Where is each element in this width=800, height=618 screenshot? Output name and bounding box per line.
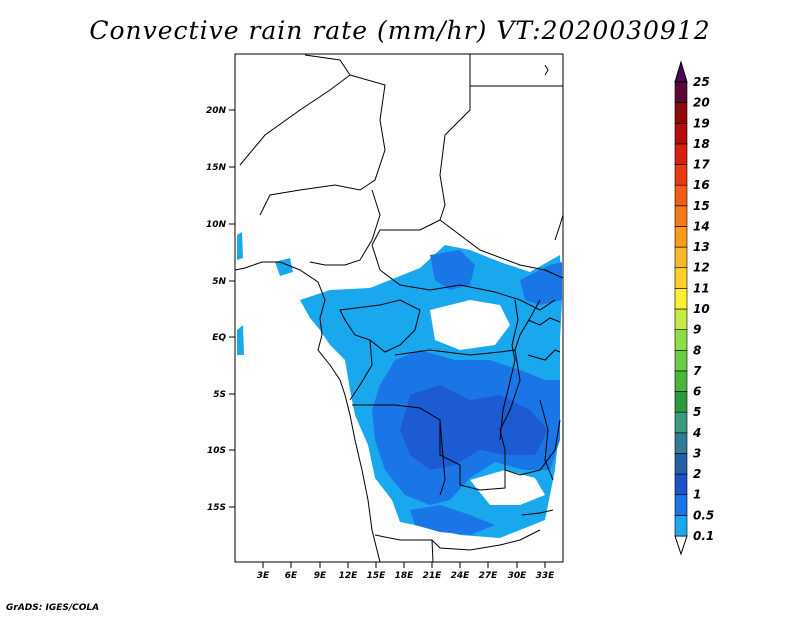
colorbar-label: 5 xyxy=(693,405,701,419)
colorbar-label: 10 xyxy=(693,302,710,316)
lon-label: 27E xyxy=(479,571,499,581)
lon-label: 33E xyxy=(536,571,556,581)
colorbar-label: 2 xyxy=(693,467,701,481)
lat-label: 5N xyxy=(212,277,226,287)
lat-label: 10N xyxy=(206,220,227,230)
colorbar-swatch xyxy=(674,391,688,413)
colorbar-label: 6 xyxy=(693,385,701,399)
country-borders xyxy=(234,54,564,563)
colorbar-swatch xyxy=(674,184,688,207)
colorbar-swatch xyxy=(674,494,688,516)
colorbar-label: 9 xyxy=(693,323,701,337)
map-title: Convective rain rate (mm/hr) VT:20200309… xyxy=(89,16,711,45)
colorbar-swatch xyxy=(674,515,688,537)
colorbar-swatch xyxy=(674,473,688,496)
colorbar-swatch xyxy=(674,164,688,186)
colorbar-label: 8 xyxy=(693,343,701,357)
colorbar-label: 11 xyxy=(693,281,710,295)
colorbar-label: 14 xyxy=(693,219,710,233)
colorbar-swatch xyxy=(674,432,688,454)
lon-label: 24E xyxy=(451,571,471,581)
colorbar-swatch xyxy=(674,411,688,434)
lon-label: 30E xyxy=(508,571,528,581)
longitude-axis: 3E 6E 9E 12E 15E 18E 21E 24E 27E 30E 33E xyxy=(257,562,555,581)
lon-label: 12E xyxy=(339,571,359,581)
credit-text: GrADS: IGES/COLA xyxy=(6,603,100,613)
latitude-axis: 20N 15N 10N 5N EQ 5S 10S 15S xyxy=(206,106,235,513)
lon-label: 3E xyxy=(257,571,270,581)
colorbar-swatch xyxy=(674,453,688,475)
colorbar-swatch xyxy=(674,122,688,145)
colorbar-swatch xyxy=(674,102,688,124)
lat-label: 5S xyxy=(213,390,226,400)
colorbar-label: 12 xyxy=(693,261,710,275)
colorbar-label: 18 xyxy=(693,137,710,151)
lat-label: 10S xyxy=(207,446,226,456)
lat-label: 20N xyxy=(206,106,227,116)
lat-label: EQ xyxy=(212,333,226,343)
lon-label: 9E xyxy=(314,571,327,581)
lat-label: 15N xyxy=(206,163,227,173)
colorbar-swatch xyxy=(674,267,688,289)
lon-label: 6E xyxy=(285,571,298,581)
colorbar-label: 3 xyxy=(693,446,701,460)
colorbar-swatch xyxy=(674,226,688,248)
colorbar-swatch xyxy=(674,288,688,310)
colorbar-label: 1 xyxy=(693,488,701,502)
colorbar-label: 17 xyxy=(693,158,710,172)
colorbar-low-triangle xyxy=(674,535,688,556)
colorbar-label: 20 xyxy=(693,96,710,110)
colorbar-label: 16 xyxy=(693,178,710,192)
colorbar-label: 4 xyxy=(692,426,701,440)
lon-label: 15E xyxy=(367,571,387,581)
colorbar-label: 25 xyxy=(693,75,710,89)
colorbar-swatch xyxy=(674,205,688,227)
colorbar-swatch xyxy=(674,308,688,330)
colorbar-swatch xyxy=(674,81,688,103)
colorbar-high-triangle xyxy=(674,60,688,83)
colorbar-label: 13 xyxy=(693,240,710,254)
colorbar-swatch xyxy=(674,329,688,351)
colorbar-swatch xyxy=(674,370,688,392)
colorbar-swatch xyxy=(674,246,688,269)
lat-label: 15S xyxy=(207,503,226,513)
colorbar-label: 0.5 xyxy=(693,508,714,522)
colorbar-label: 7 xyxy=(693,364,702,378)
colorbar-label: 15 xyxy=(693,199,710,213)
lon-label: 18E xyxy=(395,571,415,581)
lon-label: 21E xyxy=(423,571,443,581)
colorbar-swatch xyxy=(674,349,688,372)
colorbar-label: 0.1 xyxy=(693,529,714,543)
colorbar-label: 19 xyxy=(693,116,710,130)
colorbar-swatch xyxy=(674,143,688,165)
